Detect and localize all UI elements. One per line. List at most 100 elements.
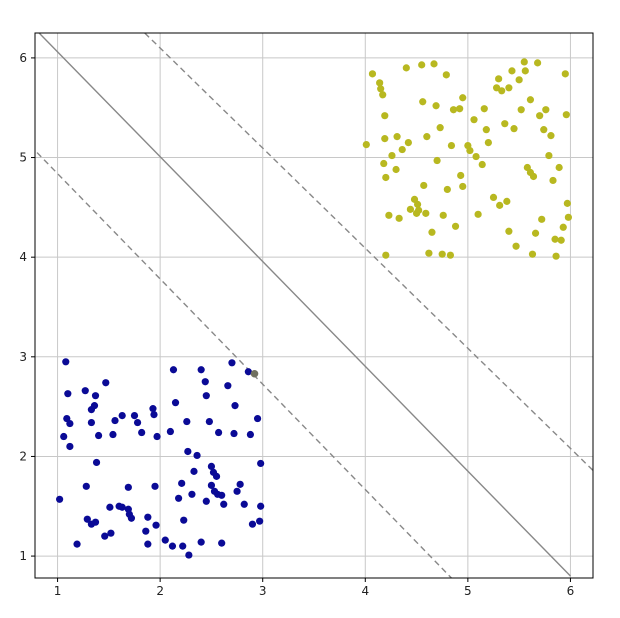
yellow-point [385,211,393,219]
yellow-point [393,133,401,141]
yellow-point [425,249,433,257]
blue-point [197,366,205,374]
blue-point [215,428,223,437]
blue-point [256,517,264,525]
y-tick-label: 4 [19,250,27,264]
yellow-point [459,182,467,191]
blue-point [230,429,238,438]
yellow-point [489,193,498,201]
blue-point [133,418,142,427]
blue-point [257,502,265,510]
yellow-point [521,67,529,75]
blue-point [188,490,196,498]
x-tick-label: 4 [361,584,369,598]
yellow-point [423,133,431,141]
blue-point [202,497,210,505]
blue-point [62,358,70,366]
yellow-point [446,251,455,259]
yellow-point [377,85,385,93]
yellow-point [459,94,467,102]
yellow-point [503,197,511,205]
blue-point [244,368,252,376]
blue-point [91,518,100,526]
yellow-point [536,112,544,120]
blue-point [228,359,236,367]
blue-point [124,483,132,491]
yellow-point [495,75,503,83]
y-tick-label: 5 [19,151,27,165]
blue-point [202,392,210,400]
yellow-point [470,116,478,124]
yellow-point [402,64,410,72]
blue-point [83,515,91,523]
yellow-point [449,106,458,114]
axis-ticks: 1 2 3 4 5 6 1 2 3 4 5 6 [19,51,574,598]
blue-point [92,458,101,467]
blue-point [118,503,126,511]
blue-point [205,417,213,426]
blue-point [90,402,99,410]
yellow-point [484,138,492,147]
blue-point [106,503,114,511]
blue-point [87,418,96,427]
yellow-point [395,214,403,222]
yellow-point [508,67,516,75]
yellow-point [451,222,460,230]
blue-point [185,551,193,559]
y-tick-label: 6 [19,51,27,65]
y-tick-label: 3 [19,350,27,364]
yellow-point [517,106,525,114]
yellow-point [498,87,506,95]
blue-point [127,514,136,522]
blue-point [149,405,157,413]
yellow-point [549,176,557,185]
yellow-point [545,151,553,160]
yellow-point [474,210,482,218]
blue-point [107,529,115,537]
x-tick-label: 1 [54,584,62,598]
yellow-point [381,112,389,120]
blue-point [166,427,174,436]
yellow-point [557,236,565,244]
yellow-point [472,152,480,161]
blue-point [109,430,117,439]
blue-point [233,487,241,495]
blue-point [101,532,109,540]
blue-point [171,399,180,407]
blue-point [91,392,100,400]
blue-point [248,520,257,528]
yellow-point [415,206,423,214]
yellow-point [419,98,427,106]
yellow-point [398,145,406,154]
blue-point [56,495,64,503]
plot-frame [34,32,594,579]
yellow-point [382,173,390,182]
yellow-point [480,105,488,113]
yellow-point [442,71,450,79]
yellow-point [505,84,513,92]
yellow-point [526,96,535,104]
yellow-point [376,79,384,87]
yellow-point [547,132,555,140]
yellow-point [538,215,546,223]
blue-point [253,414,262,423]
yellow-point [406,205,415,213]
blue-point [190,467,198,475]
boundary-lines [36,33,593,578]
yellow-point [531,229,540,237]
decision-boundary-line [38,33,571,577]
blue-point [207,481,216,489]
blue-point [175,494,183,502]
yellow-point [443,185,451,194]
yellow-point [512,242,520,250]
x-tick-label: 2 [156,584,164,598]
blue-point [169,366,178,374]
blue-point [152,521,160,529]
yellow-point [436,124,444,132]
margin-upper-line [144,33,593,471]
yellow-point [551,235,559,243]
blue-point [130,411,139,420]
yellow-point [439,211,447,219]
blue-point [212,472,221,480]
blue-point [218,539,226,547]
